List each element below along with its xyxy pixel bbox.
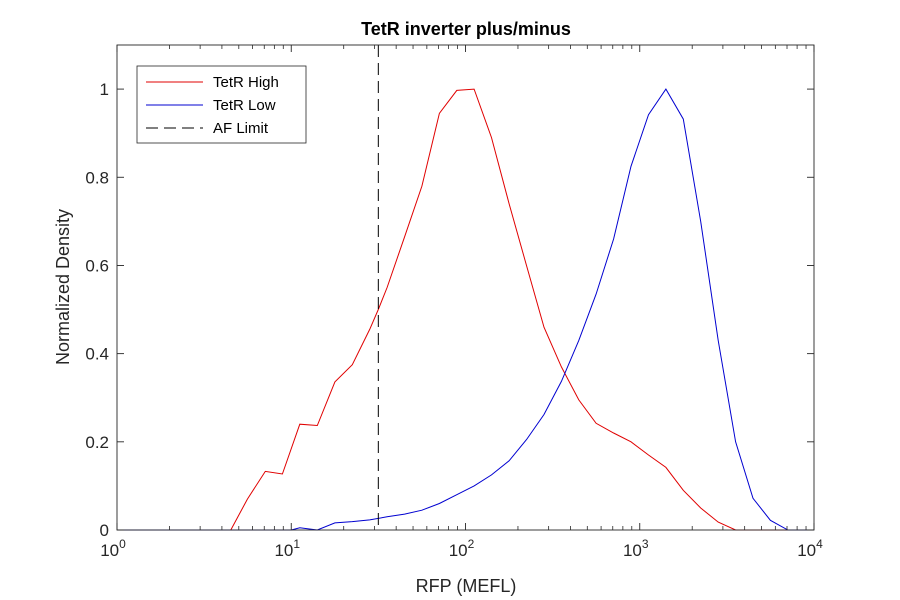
legend-label-tetr-high: TetR High [213,74,279,91]
y-tick-label: 0.6 [85,256,109,275]
x-tick-label: 101 [274,537,300,560]
series-group [117,45,814,531]
legend-label-af-limit: AF Limit [213,120,269,137]
x-tick-label: 103 [623,537,649,560]
legend: TetR High TetR Low AF Limit [136,65,307,144]
series-line-tetr-high [117,88,814,531]
y-axis: 0 0.2 0.4 0.6 0.8 1 [85,80,814,540]
legend-label-tetr-low: TetR Low [213,97,276,114]
y-tick-label: 1 [100,80,109,99]
x-tick-label: 104 [797,537,823,560]
x-tick-label: 102 [449,537,475,560]
y-axis-label: Normalized Density [53,209,73,365]
x-tick-label: 100 [100,537,126,560]
x-axis-label: RFP (MEFL) [416,576,517,596]
series-line-tetr-low [117,88,814,531]
y-tick-label: 0.2 [85,433,109,452]
y-tick-label: 0.4 [85,345,109,364]
y-tick-label: 0 [100,521,109,540]
chart-title: TetR inverter plus/minus [361,19,571,39]
y-tick-label: 0.8 [85,168,109,187]
